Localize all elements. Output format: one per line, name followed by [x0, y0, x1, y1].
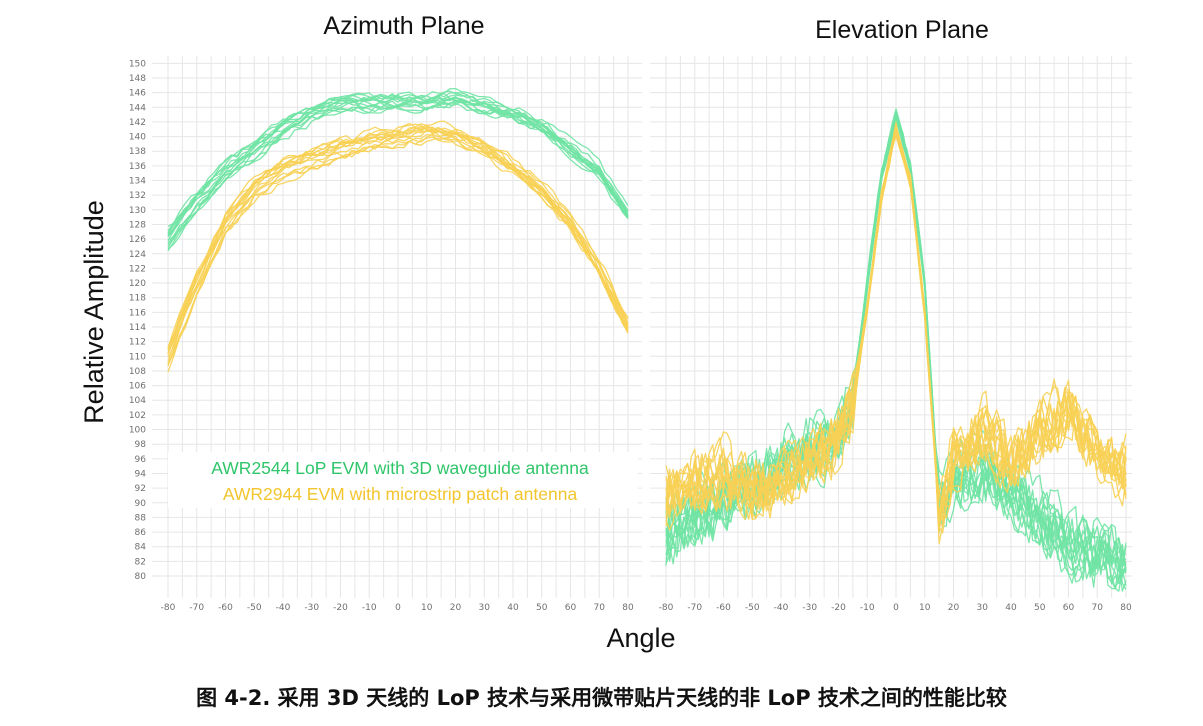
y-tick-label: 138 — [129, 147, 146, 157]
x-tick-label: 0 — [893, 603, 899, 613]
gridlines — [152, 56, 1132, 598]
yellow-series-line — [167, 133, 629, 366]
x-tick-label: -10 — [860, 603, 875, 613]
x-axis-label: Angle — [606, 623, 675, 653]
x-tick-label: 50 — [1034, 603, 1046, 613]
figure-caption: 图 4-2. 采用 3D 天线的 LoP 技术与采用微带贴片天线的非 LoP 技… — [196, 686, 1007, 710]
legend-background — [168, 452, 638, 508]
y-tick-label: 94 — [135, 469, 147, 479]
yellow-series-line — [167, 123, 629, 349]
y-tick-label: 84 — [135, 543, 147, 553]
y-tick-label: 140 — [129, 133, 146, 143]
elevation-panel-title: Elevation Plane — [815, 16, 989, 44]
y-tick-label: 148 — [129, 74, 146, 84]
x-tick-label: -70 — [189, 603, 204, 613]
y-tick-label: 96 — [135, 455, 147, 465]
x-tick-label: 50 — [536, 603, 548, 613]
yellow-series-line — [167, 137, 629, 373]
x-tick-label: 40 — [1005, 603, 1017, 613]
y-tick-label: 82 — [135, 557, 146, 567]
x-tick-label: -50 — [745, 603, 760, 613]
y-tick-label: 120 — [129, 279, 146, 289]
y-tick-label: 150 — [129, 59, 146, 69]
x-tick-label: -30 — [802, 603, 817, 613]
y-tick-label: 114 — [129, 323, 146, 333]
y-tick-label: 80 — [135, 572, 147, 582]
x-tick-label: 60 — [1063, 603, 1075, 613]
y-tick-label: 126 — [129, 235, 146, 245]
y-tick-label: 116 — [129, 308, 146, 318]
y-tick-label: 90 — [135, 499, 147, 509]
azimuth-panel-title: Azimuth Plane — [323, 12, 484, 40]
y-tick-label: 134 — [129, 177, 146, 187]
yellow-series-line — [665, 127, 1127, 531]
x-tick-label: -20 — [831, 603, 846, 613]
x-tick-label: 80 — [622, 603, 634, 613]
y-tick-label: 124 — [129, 250, 146, 260]
yellow-series-line — [665, 135, 1127, 525]
y-tick-label: 110 — [129, 352, 146, 362]
y-tick-label: 108 — [129, 367, 146, 377]
x-tick-label: -80 — [659, 603, 674, 613]
y-tick-label: 122 — [129, 264, 146, 274]
x-tick-label: -40 — [276, 603, 291, 613]
y-tick-label: 88 — [135, 513, 147, 523]
green-series-line — [167, 99, 629, 237]
x-tick-label: -30 — [304, 603, 319, 613]
x-tick-label: 10 — [919, 603, 931, 613]
y-tick-label: 92 — [135, 484, 146, 494]
x-tick-label: -80 — [161, 603, 176, 613]
y-tick-label: 102 — [129, 411, 146, 421]
x-tick-label: 70 — [1092, 603, 1104, 613]
x-tick-label: 30 — [977, 603, 989, 613]
x-tick-label: 70 — [594, 603, 606, 613]
x-tick-label: 30 — [479, 603, 491, 613]
y-tick-label: 112 — [129, 338, 146, 348]
y-tick-label: 142 — [129, 118, 146, 128]
yellow-series-line — [167, 124, 629, 349]
x-tick-label: 10 — [421, 603, 433, 613]
legend-label-yellow: AWR2944 EVM with microstrip patch antenn… — [223, 484, 578, 504]
x-tick-label: 40 — [507, 603, 519, 613]
x-tick-label: 20 — [450, 603, 462, 613]
y-tick-label: 144 — [129, 103, 146, 113]
y-tick-label: 104 — [129, 396, 146, 406]
yellow-series-line — [167, 126, 629, 354]
x-tick-label: 0 — [395, 603, 401, 613]
x-tick-label: 80 — [1120, 603, 1132, 613]
y-tick-label: 136 — [129, 162, 146, 172]
x-tick-label: -60 — [218, 603, 233, 613]
x-tick-label: -10 — [362, 603, 377, 613]
x-tick-label: -70 — [687, 603, 702, 613]
x-tick-label: 60 — [565, 603, 577, 613]
y-tick-label: 146 — [129, 89, 146, 99]
y-tick-label: 132 — [129, 191, 146, 201]
y-tick-label: 130 — [129, 206, 146, 216]
x-tick-label: -40 — [774, 603, 789, 613]
x-tick-label: -20 — [333, 603, 348, 613]
y-tick-label: 98 — [135, 440, 147, 450]
x-tick-label: -60 — [716, 603, 731, 613]
yellow-series-line — [167, 125, 629, 358]
x-tick-label: 20 — [948, 603, 960, 613]
y-tick-label: 106 — [129, 382, 146, 392]
y-tick-label: 86 — [135, 528, 147, 538]
chart-text: Azimuth Plane Elevation Plane Relative A… — [79, 12, 1132, 653]
legend-label-green: AWR2544 LoP EVM with 3D waveguide antenn… — [211, 458, 589, 478]
green-series-line — [167, 100, 629, 246]
y-tick-label: 100 — [129, 426, 146, 436]
y-tick-label: 128 — [129, 220, 146, 230]
y-tick-label: 118 — [129, 294, 146, 304]
y-axis-label: Relative Amplitude — [79, 200, 109, 424]
series-lines — [167, 87, 1127, 592]
x-tick-label: -50 — [247, 603, 262, 613]
